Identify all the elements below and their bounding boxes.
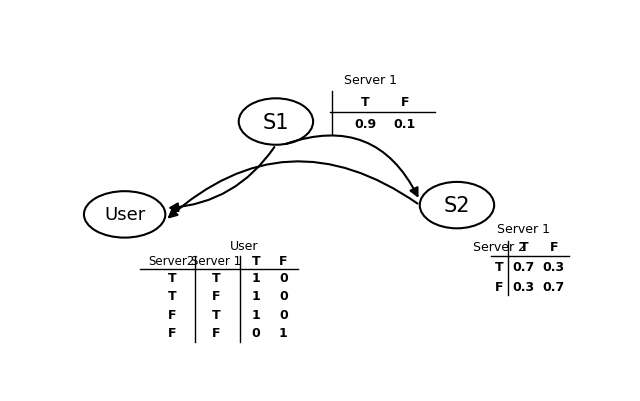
Text: 0.1: 0.1	[394, 117, 416, 130]
Text: 1: 1	[252, 290, 260, 302]
Text: F: F	[168, 308, 176, 321]
Text: S2: S2	[444, 196, 470, 216]
Text: Server 1: Server 1	[191, 255, 241, 267]
Text: User: User	[104, 206, 145, 224]
Text: Server2: Server2	[148, 255, 195, 267]
Text: F: F	[168, 326, 176, 339]
FancyArrowPatch shape	[169, 162, 417, 218]
Text: T: T	[252, 255, 260, 267]
Text: Server 1: Server 1	[497, 222, 550, 235]
Text: 0: 0	[279, 290, 288, 302]
Text: 0.9: 0.9	[354, 117, 376, 130]
Text: 0.7: 0.7	[543, 280, 565, 293]
Text: 0.3: 0.3	[513, 280, 535, 293]
FancyArrowPatch shape	[286, 136, 417, 196]
Text: User: User	[229, 239, 258, 252]
Text: T: T	[520, 241, 528, 254]
Text: F: F	[549, 241, 558, 254]
Text: T: T	[212, 308, 221, 321]
Text: 0.7: 0.7	[513, 260, 535, 273]
Text: 1: 1	[252, 271, 260, 285]
Text: 1: 1	[252, 308, 260, 321]
Text: Server 2: Server 2	[472, 241, 525, 254]
Text: 1: 1	[279, 326, 288, 339]
Text: F: F	[401, 96, 409, 109]
Text: F: F	[279, 255, 287, 267]
Text: 0: 0	[252, 326, 260, 339]
Text: F: F	[495, 280, 504, 293]
Text: 0: 0	[279, 308, 288, 321]
Text: T: T	[168, 290, 176, 302]
Text: T: T	[495, 260, 504, 273]
Text: Server 1: Server 1	[344, 74, 397, 87]
Text: 0: 0	[279, 271, 288, 285]
Text: F: F	[212, 290, 221, 302]
Text: T: T	[212, 271, 221, 285]
Text: S1: S1	[262, 112, 289, 132]
Text: T: T	[168, 271, 176, 285]
Text: T: T	[361, 96, 369, 109]
Text: 0.3: 0.3	[543, 260, 564, 273]
FancyArrowPatch shape	[170, 148, 275, 212]
Text: F: F	[212, 326, 221, 339]
